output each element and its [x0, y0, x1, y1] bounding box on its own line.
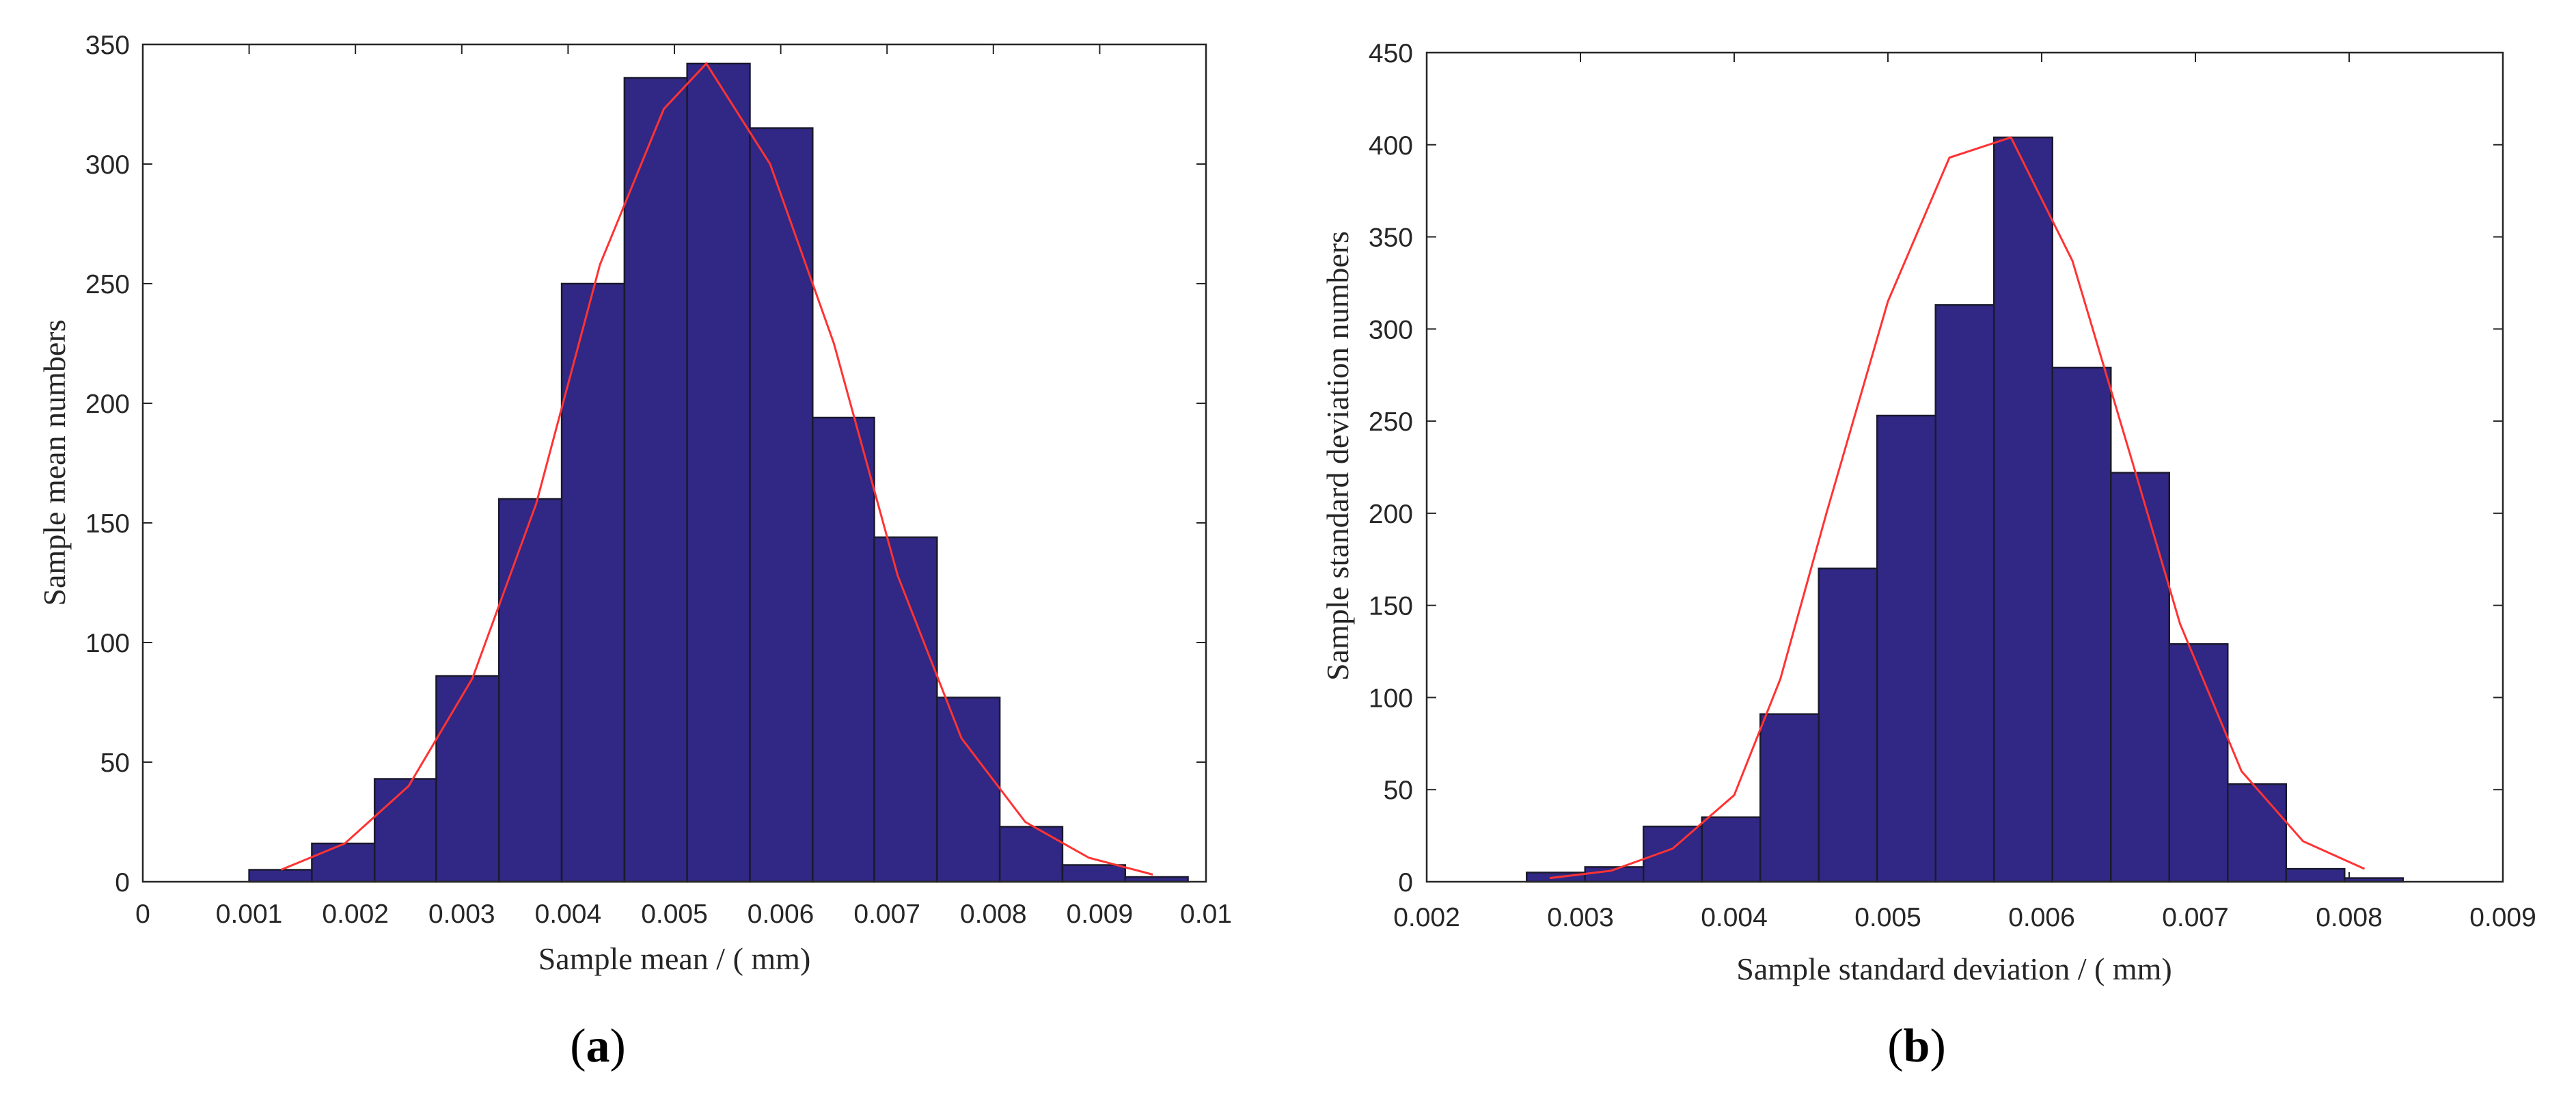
chart-b-bar [2285, 867, 2346, 883]
chart-b: 0.002 0.003 0.004 0.005 0.006 0.007 0.008 0.009… [1320, 39, 2536, 1072]
chart-b-x-tick-label: 0.004 [1701, 903, 1768, 932]
chart-a-axes-frame [141, 43, 1207, 883]
chart-b-bar [1701, 816, 1762, 883]
chart-a-bar [873, 536, 938, 883]
chart-a-y-tick-label: 100 [85, 629, 130, 658]
chart-b-x-axis-label: Sample standard deviation / ( mm) [1736, 951, 2171, 986]
chart-b-bar [2227, 783, 2287, 883]
chart-a-x-tick-label: 0.003 [428, 900, 495, 929]
chart-b-x-tick-label: 0.006 [2008, 903, 2075, 932]
chart-a-panel-label: (a) [570, 1020, 626, 1072]
chart-a-x-tick-label: 0.007 [853, 900, 920, 929]
chart-a-bar [749, 127, 814, 883]
chart-b-bar [2110, 472, 2170, 883]
chart-a-panel-label-open: ( [570, 1020, 586, 1072]
chart-b-y-tick-label: 200 [1369, 500, 1413, 529]
chart-b-panel-label: (b) [1887, 1020, 1946, 1072]
chart-a-y-tick-label: 250 [85, 270, 130, 299]
chart-a-y-tick-label: 350 [85, 31, 130, 60]
chart-b-bar [2051, 366, 2112, 883]
chart-b-y-tick-label: 350 [1369, 224, 1413, 253]
chart-a-x-tick-labels: 0 0.001 0.002 0.003 0.004 0.005 0.006 0.007 0.00… [135, 900, 1232, 929]
chart-b-bar [1759, 713, 1820, 883]
chart-a-bar [998, 826, 1064, 883]
chart-a-y-tick-label: 200 [85, 390, 130, 419]
chart-a-panel-label-letter: a [586, 1020, 610, 1072]
chart-a-bar [498, 498, 563, 883]
chart-a-x-tick-label: 0.001 [216, 900, 283, 929]
chart-a-y-tick-label: 150 [85, 509, 130, 539]
chart-b-x-tick-label: 0.002 [1393, 903, 1460, 932]
chart-a-x-tick-label: 0.004 [535, 900, 602, 929]
chart-b-y-axis-label: Sample standard deviation numbers [1320, 231, 1355, 681]
chart-b-y-tick-label: 250 [1369, 407, 1413, 437]
chart-a-bar [311, 842, 376, 883]
chart-b-bar [1818, 567, 1878, 883]
chart-b-panel-label-letter: b [1904, 1020, 1930, 1072]
chart-b-y-tick-labels: 0 50 100 150 200 250 300 350 400 450 [1369, 39, 1413, 897]
chart-a-bar [435, 675, 500, 883]
chart-b-x-tick-label: 0.005 [1854, 903, 1921, 932]
chart-b-y-tick-label: 100 [1369, 684, 1413, 713]
chart-a-bar [373, 778, 437, 883]
chart-b-x-tick-labels: 0.002 0.003 0.004 0.005 0.006 0.007 0.008 0.009 [1393, 903, 2536, 932]
chart-b-bar [1876, 414, 1936, 883]
chart-a-x-tick-label: 0.002 [322, 900, 389, 929]
chart-a-y-tick-labels: 0 50 100 150 200 250 300 350 [85, 31, 130, 897]
chart-b-x-tick-label: 0.007 [2162, 903, 2229, 932]
chart-b-x-tick-label: 0.003 [1547, 903, 1614, 932]
chart-b-axes-frame [1425, 51, 2504, 883]
chart-a-bar [623, 77, 688, 883]
chart-a-x-tick-label: 0.006 [748, 900, 814, 929]
chart-b-bar [2168, 643, 2229, 883]
chart-b-y-tick-label: 450 [1369, 39, 1413, 68]
chart-a-y-axis-label: Sample mean numbers [37, 319, 72, 606]
chart-a-y-tick-label: 50 [100, 748, 130, 778]
chart-a-x-tick-label: 0 [135, 900, 150, 929]
chart-a-x-tick-label: 0.009 [1067, 900, 1134, 929]
chart-b-x-tick-label: 0.008 [2316, 903, 2383, 932]
chart-b-fit-curve [1549, 136, 2366, 880]
chart-b-panel-label-close: ) [1930, 1020, 1945, 1072]
chart-a-x-tick-label: 0.008 [960, 900, 1027, 929]
chart-a-fit-curve [280, 62, 1153, 876]
chart-b-bar [1993, 136, 2053, 883]
chart-a-bar [686, 62, 751, 883]
chart-b-panel-label-open: ( [1887, 1020, 1903, 1072]
chart-b-y-tick-label: 0 [1398, 868, 1413, 897]
chart-a-y-tick-label: 300 [85, 150, 130, 180]
chart-b-y-tick-label: 150 [1369, 592, 1413, 621]
chart-a-bar [936, 697, 1001, 883]
chart-a-x-tick-label: 0.005 [641, 900, 708, 929]
chart-a-bar [812, 416, 875, 883]
chart-a-y-tick-label: 0 [115, 868, 130, 897]
chart-a-bar [1061, 864, 1126, 883]
chart-b-x-tick-label: 0.009 [2469, 903, 2536, 932]
chart-a: 0 0.001 0.002 0.003 0.004 0.005 0.006 0.007 0.00… [37, 31, 1232, 1072]
chart-a-x-tick-label: 0.01 [1180, 900, 1232, 929]
chart-a-x-axis-label: Sample mean / ( mm) [538, 941, 811, 976]
chart-b-bar [1934, 304, 1995, 883]
chart-a-panel-label-close: ) [610, 1020, 626, 1072]
chart-b-y-tick-label: 300 [1369, 315, 1413, 344]
chart-b-bars [1526, 136, 2404, 883]
chart-b-bar [1643, 825, 1703, 883]
chart-a-bar [248, 869, 313, 883]
chart-b-y-tick-label: 50 [1384, 776, 1413, 805]
chart-b-y-tick-label: 400 [1369, 131, 1413, 161]
